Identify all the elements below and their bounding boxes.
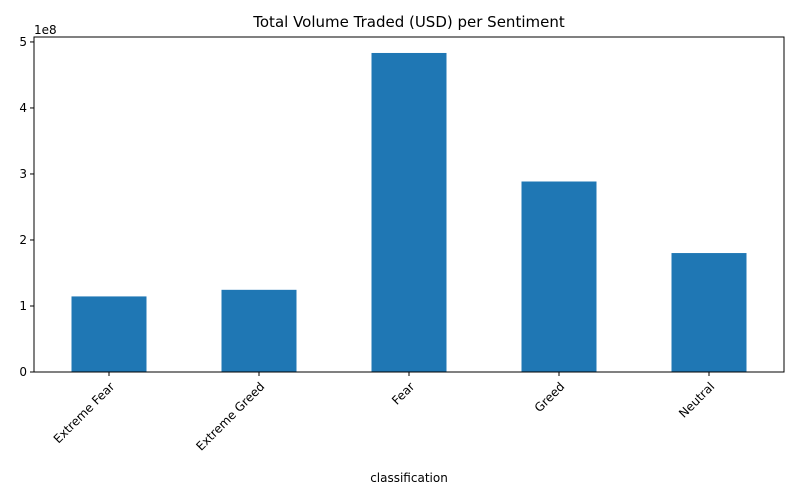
- plot-frame: [33, 36, 785, 373]
- bar-extreme-fear: [71, 296, 147, 372]
- y-tick-label: 0: [19, 365, 27, 379]
- bars-layer: [71, 52, 747, 372]
- y-tick-label: 3: [19, 167, 27, 181]
- y-tick-label: 2: [19, 233, 27, 247]
- chart-title: Total Volume Traded (USD) per Sentiment: [252, 13, 565, 31]
- x-axis-label: classification: [370, 471, 448, 485]
- x-tick-label: Neutral: [676, 379, 717, 420]
- bar-neutral: [671, 253, 747, 372]
- bar-extreme-greed: [221, 289, 297, 372]
- bar-greed: [521, 181, 597, 372]
- y-tick-label: 1: [19, 299, 27, 313]
- y-axis-ticks: 0 1 2 3 4 5: [19, 35, 34, 379]
- x-tick-label: Extreme Greed: [193, 379, 267, 453]
- x-axis-ticks: Extreme Fear Extreme Greed Fear Greed Neutra…: [51, 372, 717, 453]
- x-tick-label: Fear: [389, 379, 417, 407]
- x-tick-label: Extreme Fear: [51, 379, 118, 446]
- y-tick-label: 4: [19, 101, 27, 115]
- y-tick-label: 5: [19, 35, 27, 49]
- x-tick-label: Greed: [532, 379, 568, 415]
- bar-fear: [371, 52, 447, 372]
- y-axis-offset-label: 1e8: [34, 23, 57, 37]
